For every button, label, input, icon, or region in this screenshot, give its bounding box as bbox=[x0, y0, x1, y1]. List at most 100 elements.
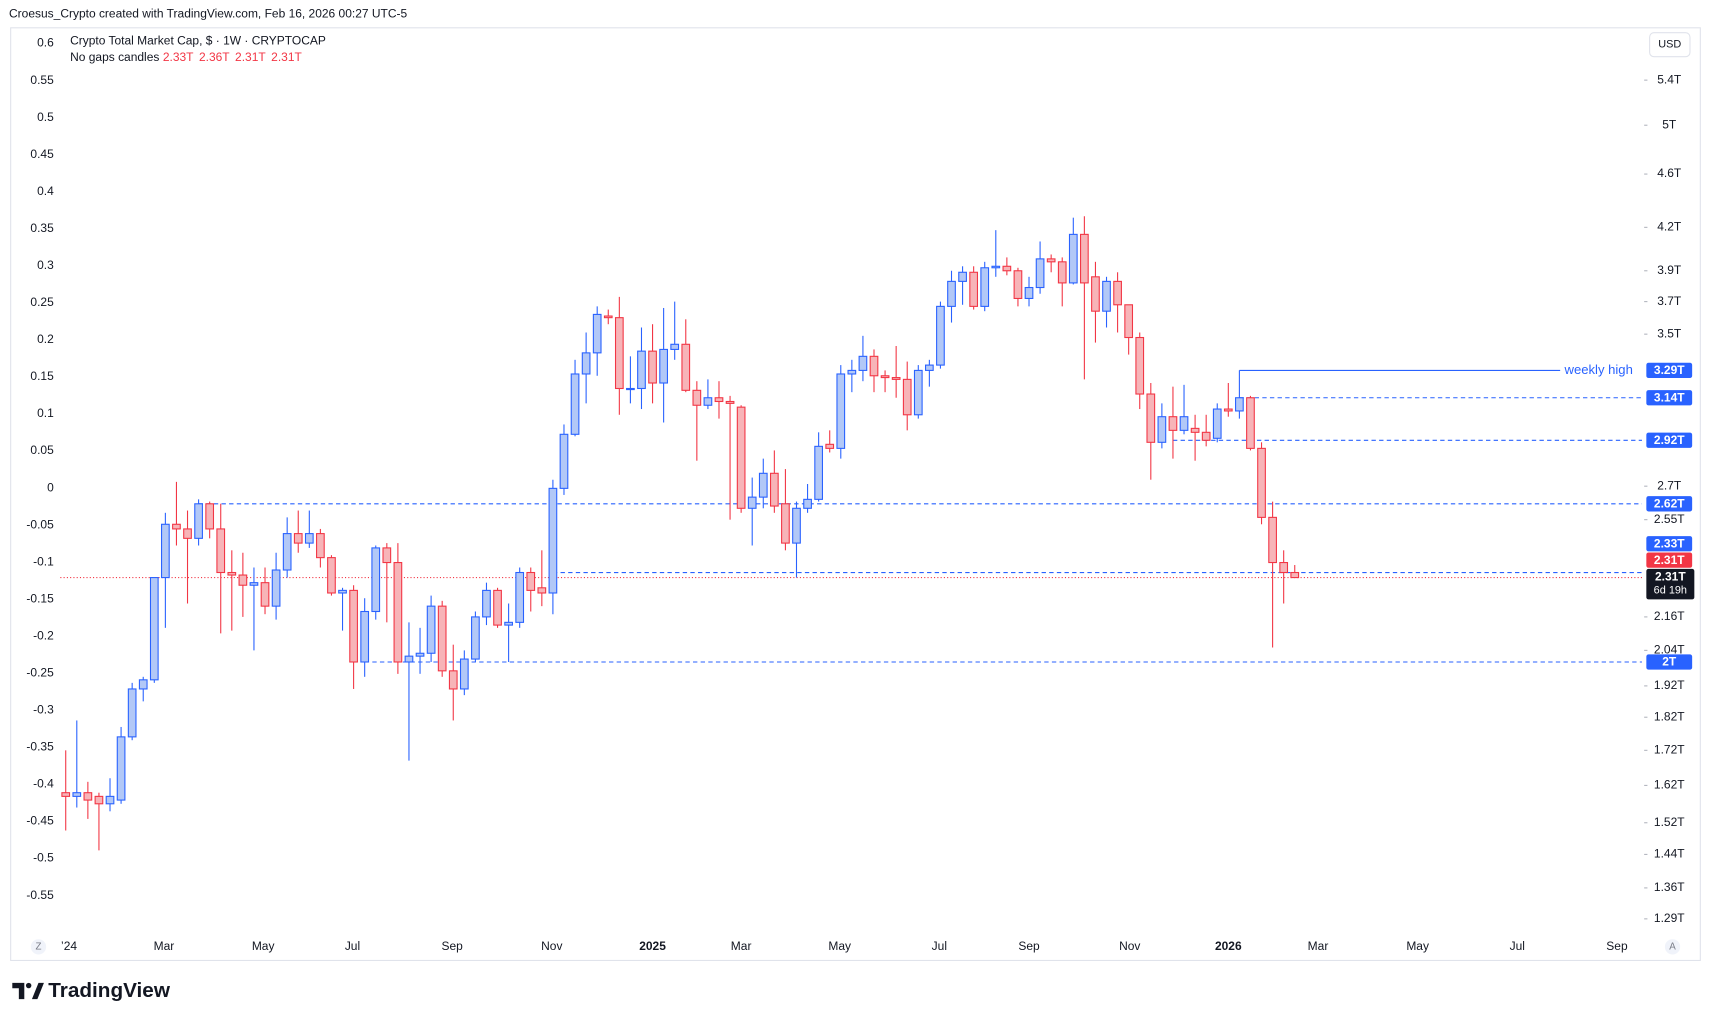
candle bbox=[249, 567, 259, 651]
candle bbox=[304, 510, 314, 548]
candle bbox=[471, 611, 480, 662]
candle-body bbox=[127, 688, 137, 738]
candle bbox=[216, 503, 226, 634]
candle bbox=[681, 319, 691, 393]
level-label-text: 3.29T bbox=[1654, 363, 1685, 377]
candle bbox=[1046, 254, 1056, 273]
candle bbox=[515, 567, 525, 628]
y2-tick-label: 0.45 bbox=[30, 147, 54, 161]
candle-body bbox=[747, 496, 757, 509]
candle-body bbox=[1068, 233, 1078, 284]
chart-title: Crypto Total Market Cap, $ · 1W · CRYPTO… bbox=[70, 34, 326, 48]
candle-body bbox=[814, 445, 824, 500]
candle bbox=[127, 682, 137, 741]
candle-body bbox=[891, 377, 901, 380]
candle-body bbox=[172, 523, 181, 530]
candle bbox=[1146, 383, 1156, 480]
y2-tick-label: 0.35 bbox=[30, 221, 54, 235]
candle-body bbox=[161, 523, 170, 579]
currency-button[interactable] bbox=[1649, 32, 1691, 58]
candle-body bbox=[138, 679, 148, 690]
candle-body bbox=[426, 605, 436, 654]
candle-body bbox=[1113, 280, 1122, 306]
candle bbox=[1235, 370, 1244, 419]
candle-body bbox=[1080, 233, 1089, 284]
y2-tick-label: -0.15 bbox=[26, 591, 54, 605]
y2-tick-label: 0.3 bbox=[37, 258, 54, 272]
candle bbox=[1223, 383, 1233, 417]
candle-body bbox=[327, 557, 336, 594]
candle-body bbox=[836, 373, 846, 449]
candle-body bbox=[947, 280, 956, 307]
header: Croesus_Crypto created with TradingView.… bbox=[9, 6, 407, 20]
zoom-label[interactable]: Z bbox=[35, 941, 41, 952]
candle-body bbox=[1179, 416, 1189, 431]
candle bbox=[1024, 276, 1034, 307]
candle-body bbox=[592, 313, 602, 354]
y2-tick-label: -0.05 bbox=[26, 517, 54, 531]
candle bbox=[393, 543, 403, 674]
candle-body bbox=[637, 350, 646, 390]
y-tick-label: 1.29T bbox=[1654, 911, 1685, 925]
candle bbox=[1080, 216, 1089, 380]
x-tick-label: May bbox=[828, 939, 851, 953]
candle-body bbox=[537, 587, 547, 594]
y2-tick-label: 0.05 bbox=[30, 443, 54, 457]
x-tick-label: Nov bbox=[541, 939, 562, 953]
candle bbox=[271, 552, 281, 620]
x-tick-label: Sep bbox=[1606, 939, 1628, 953]
candle-body bbox=[1013, 270, 1023, 299]
zoom-button[interactable] bbox=[30, 939, 47, 955]
candle-body bbox=[570, 373, 580, 435]
auto-label[interactable]: A bbox=[1669, 941, 1676, 952]
candle bbox=[1201, 414, 1211, 447]
candle bbox=[1246, 395, 1255, 451]
candle-body bbox=[858, 355, 868, 371]
y2-tick-label: -0.35 bbox=[26, 740, 54, 754]
candle bbox=[1190, 414, 1200, 461]
y-tick-label: 1.62T bbox=[1654, 778, 1685, 792]
y2-tick-label: 0.15 bbox=[30, 369, 54, 383]
auto-button[interactable] bbox=[1664, 939, 1681, 955]
candle bbox=[349, 585, 358, 689]
ohlc-legend: 2.33T 2.36T 2.31T 2.31T bbox=[163, 50, 303, 64]
candle bbox=[980, 261, 990, 312]
candle bbox=[991, 230, 1001, 277]
candle-body bbox=[769, 472, 779, 507]
candle-body bbox=[847, 369, 857, 375]
candle-body bbox=[149, 577, 159, 681]
countdown-text: 6d 19h bbox=[1654, 585, 1687, 597]
candle bbox=[526, 567, 536, 612]
candle bbox=[880, 370, 890, 393]
y2-tick-label: -0.45 bbox=[26, 814, 54, 828]
x-tick-label: 2025 bbox=[639, 939, 666, 953]
candle-body bbox=[1002, 265, 1012, 272]
level-label bbox=[1646, 536, 1693, 552]
candle bbox=[371, 545, 381, 620]
x-tick-label: ’24 bbox=[61, 939, 77, 953]
y2-tick-label: -0.2 bbox=[33, 628, 54, 642]
candle-body bbox=[61, 792, 71, 797]
y-tick-label: 4.2T bbox=[1657, 220, 1682, 234]
candle bbox=[382, 543, 392, 623]
candle bbox=[869, 349, 879, 393]
candle bbox=[138, 676, 148, 702]
candle bbox=[714, 381, 724, 419]
y-tick-label: 2.55T bbox=[1654, 512, 1685, 526]
candle bbox=[891, 345, 901, 398]
candle-body bbox=[338, 589, 347, 594]
candle-body bbox=[282, 533, 292, 571]
level-label-text: 2.92T bbox=[1654, 433, 1685, 447]
y-tick-label: 3.9T bbox=[1657, 263, 1682, 277]
y-tick-label: 1.36T bbox=[1654, 880, 1685, 894]
candle bbox=[161, 512, 170, 628]
y2-tick-label: 0.4 bbox=[37, 184, 54, 198]
currency[interactable]: USD bbox=[1658, 39, 1681, 51]
level-label bbox=[1646, 432, 1693, 448]
candle bbox=[282, 517, 292, 578]
candle-body bbox=[105, 795, 115, 805]
candle-body bbox=[526, 571, 536, 591]
candle-body bbox=[216, 528, 226, 574]
candle bbox=[316, 528, 325, 568]
candle-body bbox=[1290, 571, 1300, 579]
